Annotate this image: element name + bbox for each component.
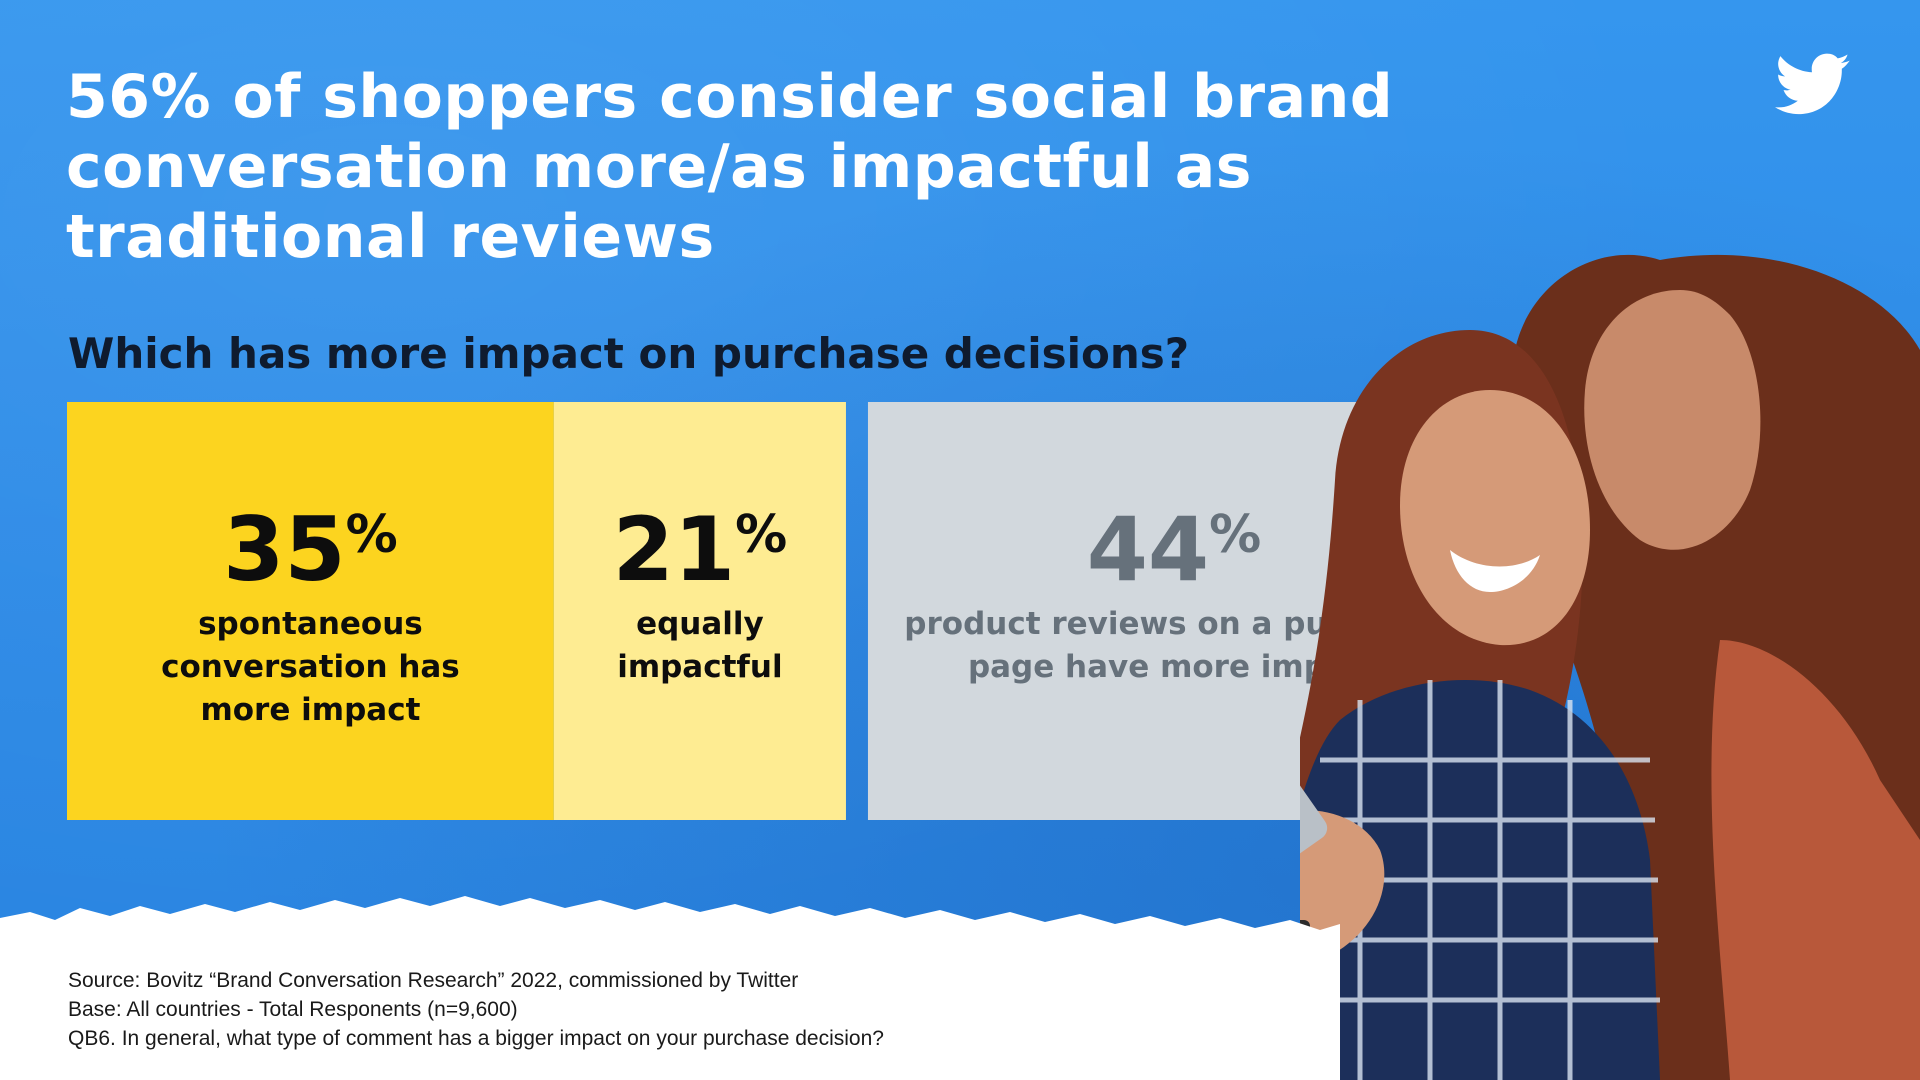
segment-value-label-3: 44% xyxy=(1087,498,1262,601)
headline-line-1: 56% of shoppers consider social brand xyxy=(66,62,1394,132)
segment-description-1-line-2: conversation has xyxy=(161,649,460,685)
headline: 56% of shoppers consider social brand co… xyxy=(66,62,1566,272)
segment-value-label-1: 35% xyxy=(223,498,398,601)
segment-description-2-line-2: impactful xyxy=(617,649,782,685)
question-line: QB6. In general, what type of comment ha… xyxy=(68,1027,884,1050)
bar-segment-1 xyxy=(67,402,554,820)
headline-line-3: traditional reviews xyxy=(66,202,715,272)
segment-description-1-line-1: spontaneous xyxy=(198,606,423,642)
source-line: Source: Bovitz “Brand Conversation Resea… xyxy=(68,969,799,992)
segment-description-2-line-1: equally xyxy=(636,606,764,642)
source-notes: Source: Bovitz “Brand Conversation Resea… xyxy=(68,966,884,1053)
two-women-with-phone-photo xyxy=(1300,254,1920,1080)
base-line: Base: All countries - Total Responents (… xyxy=(68,998,518,1021)
bar-segment-2 xyxy=(553,402,846,820)
segment-description-3-line-2: page have more impact xyxy=(968,649,1380,685)
chart-question: Which has more impact on purchase decisi… xyxy=(68,329,1190,378)
segment-value-label-2: 21% xyxy=(613,498,788,601)
segment-description-1-line-3: more impact xyxy=(200,692,420,728)
twitter-bird-icon xyxy=(1775,53,1850,115)
headline-line-2: conversation more/as impactful as xyxy=(66,132,1252,202)
